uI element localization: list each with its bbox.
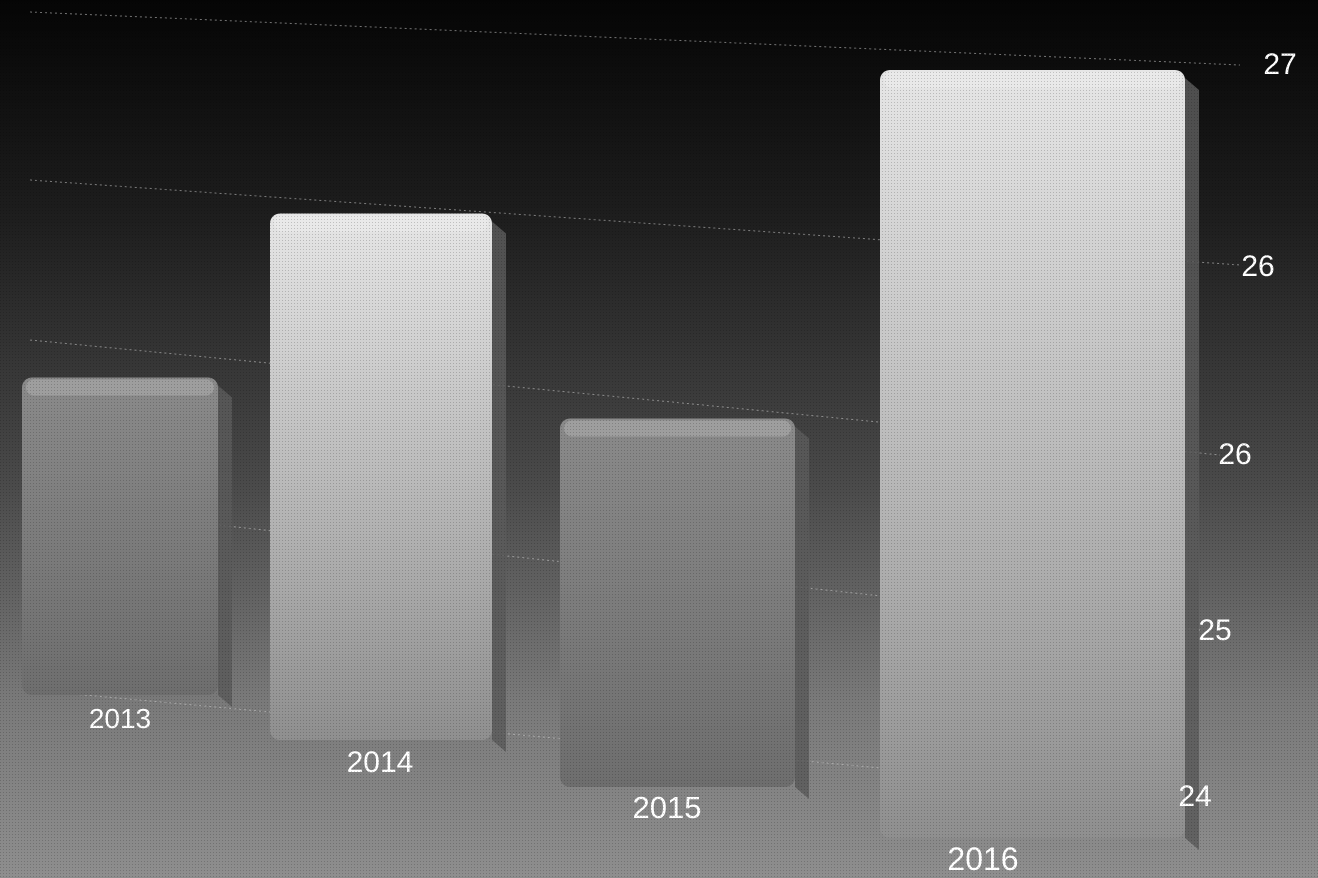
- x-tick-label-2015: 2015: [633, 790, 702, 825]
- y-tick-label-1: 25: [1198, 614, 1231, 647]
- y-tick-label-0: 24: [1178, 780, 1211, 813]
- bar-side-2016: [1185, 78, 1199, 850]
- bars: [22, 70, 1199, 850]
- bar-2016: [880, 70, 1185, 838]
- x-tick-label-2014: 2014: [347, 746, 414, 779]
- bar-top-2015: [564, 420, 791, 437]
- bar-2015: [560, 418, 795, 787]
- bar-top-2016: [884, 72, 1181, 88]
- x-tick-label-2013: 2013: [89, 703, 151, 734]
- bar-side-2015: [795, 426, 809, 799]
- y-tick-label-4: 27: [1263, 48, 1296, 81]
- bar-side-2014: [492, 221, 506, 752]
- y-tick-label-2: 26: [1218, 438, 1251, 471]
- y-tick-label-3: 26: [1241, 250, 1274, 283]
- x-tick-label-2016: 2016: [947, 841, 1018, 877]
- bar-top-2014: [274, 215, 488, 232]
- bar-2014: [270, 213, 492, 740]
- bar-side-2013: [218, 385, 232, 707]
- bar-2013: [22, 377, 218, 695]
- grid-line-0: [29, 11, 1241, 66]
- bar-top-2013: [26, 379, 214, 396]
- x-tick-labels: 2013 2014 2015 2016: [89, 703, 1019, 877]
